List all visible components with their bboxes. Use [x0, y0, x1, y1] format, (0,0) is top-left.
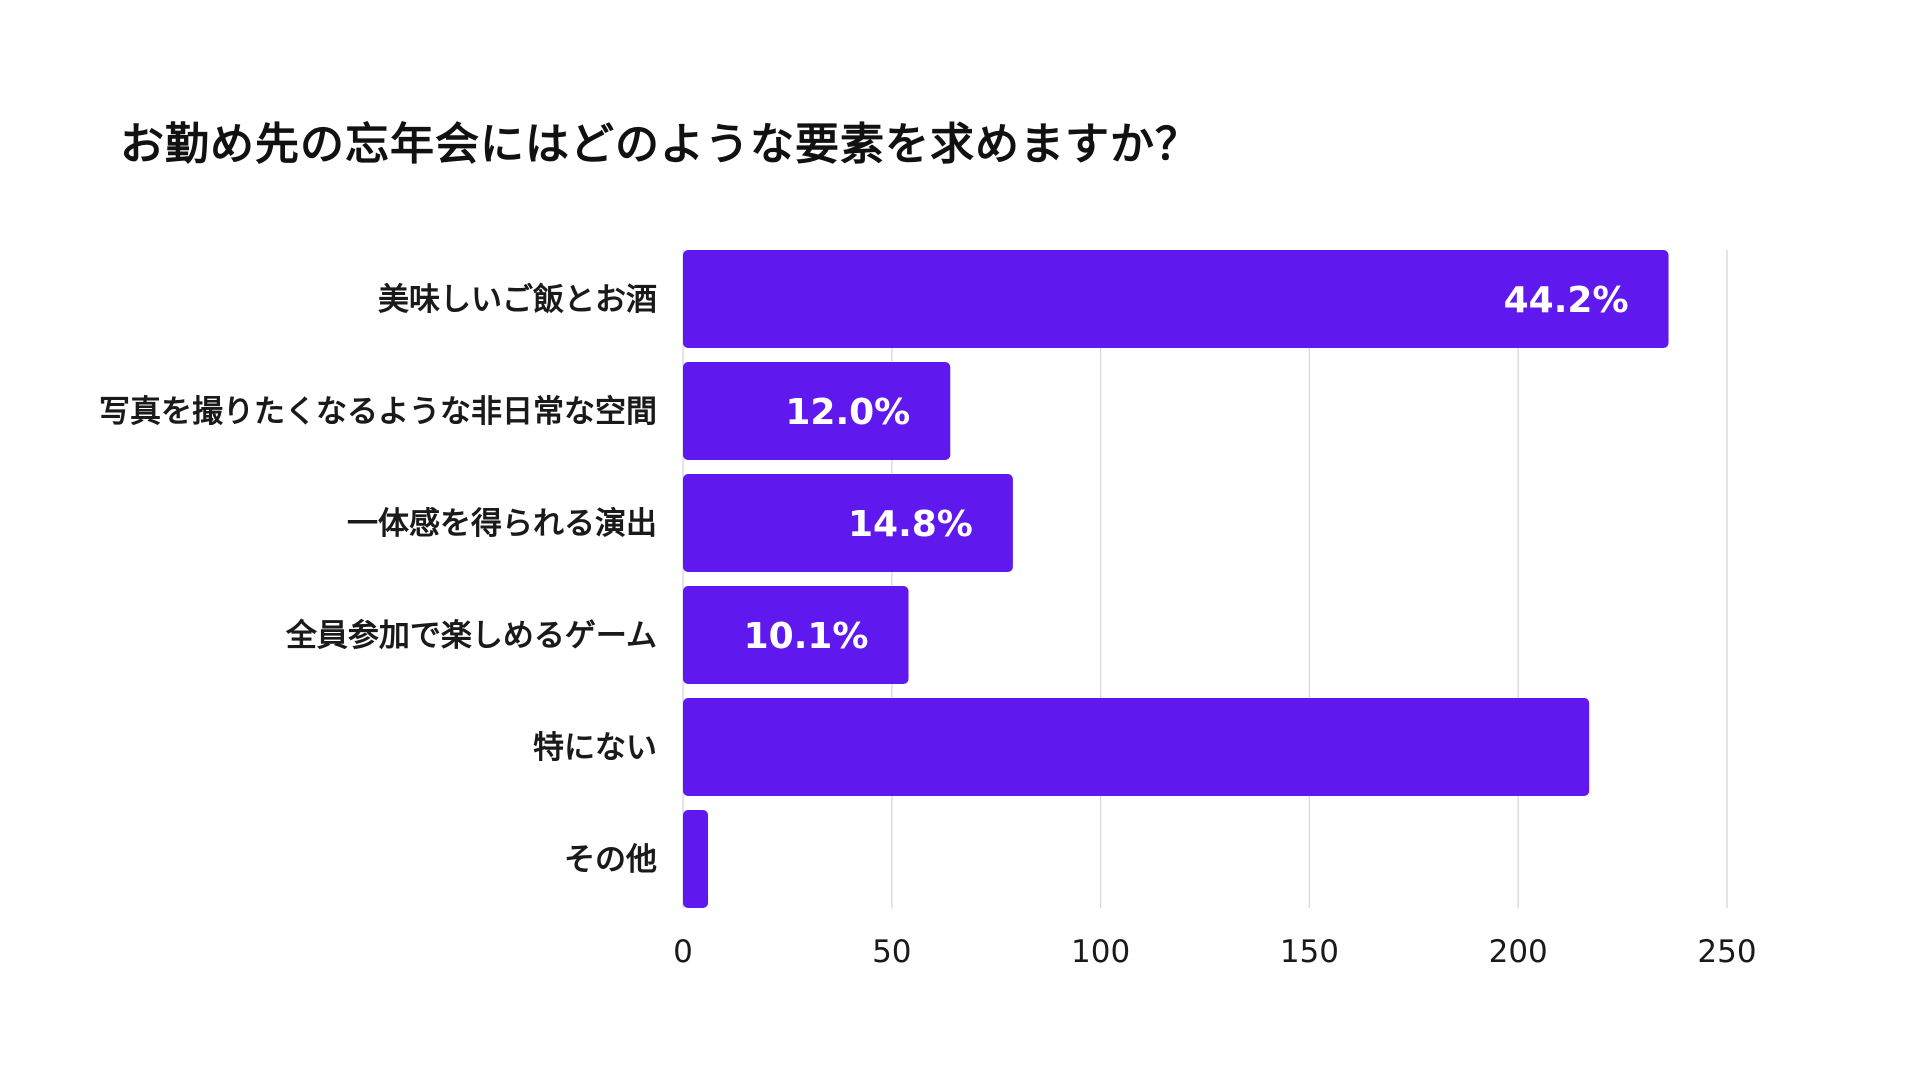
x-tick-label-0: 0: [673, 934, 693, 970]
category-label-4: 特にない: [533, 730, 657, 766]
category-label-2: 一体感を得られる演出: [347, 506, 657, 542]
x-tick-label-100: 100: [1071, 934, 1130, 970]
chart-title: お勤め先の忘年会にはどのような要素を求めますか？: [120, 119, 1200, 170]
bars: [683, 250, 1669, 908]
x-tick-label-200: 200: [1489, 934, 1548, 970]
data-label-1: 12.0%: [785, 392, 910, 433]
bar-3: [683, 586, 909, 684]
data-label-3: 10.1%: [744, 616, 869, 657]
x-axis-tick-labels: 0 50 100 150 200 250: [673, 934, 1756, 970]
category-label-5: その他: [564, 842, 657, 878]
category-labels: 美味しいご飯とお酒写真を撮りたくなるような非日常な空間一体感を得られる演出全員参…: [99, 282, 657, 878]
x-tick-label-250: 250: [1697, 934, 1756, 970]
bar-2: [683, 474, 1013, 572]
category-label-0: 美味しいご飯とお酒: [378, 282, 657, 318]
bar-0: [683, 250, 1669, 348]
x-tick-label-50: 50: [872, 934, 911, 970]
category-label-1: 写真を撮りたくなるような非日常な空間: [99, 394, 657, 430]
data-label-0: 44.2%: [1504, 280, 1629, 321]
data-label-2: 14.8%: [848, 504, 973, 545]
bar-1: [683, 362, 951, 460]
category-label-3: 全員参加で楽しめるゲーム: [285, 618, 657, 654]
data-labels: 44.2% 12.0% 14.8% 10.1%: [744, 280, 1629, 657]
bar-4: [683, 698, 1590, 796]
x-tick-label-150: 150: [1280, 934, 1339, 970]
bar-5: [683, 810, 709, 908]
grid-lines: [682, 250, 1728, 908]
